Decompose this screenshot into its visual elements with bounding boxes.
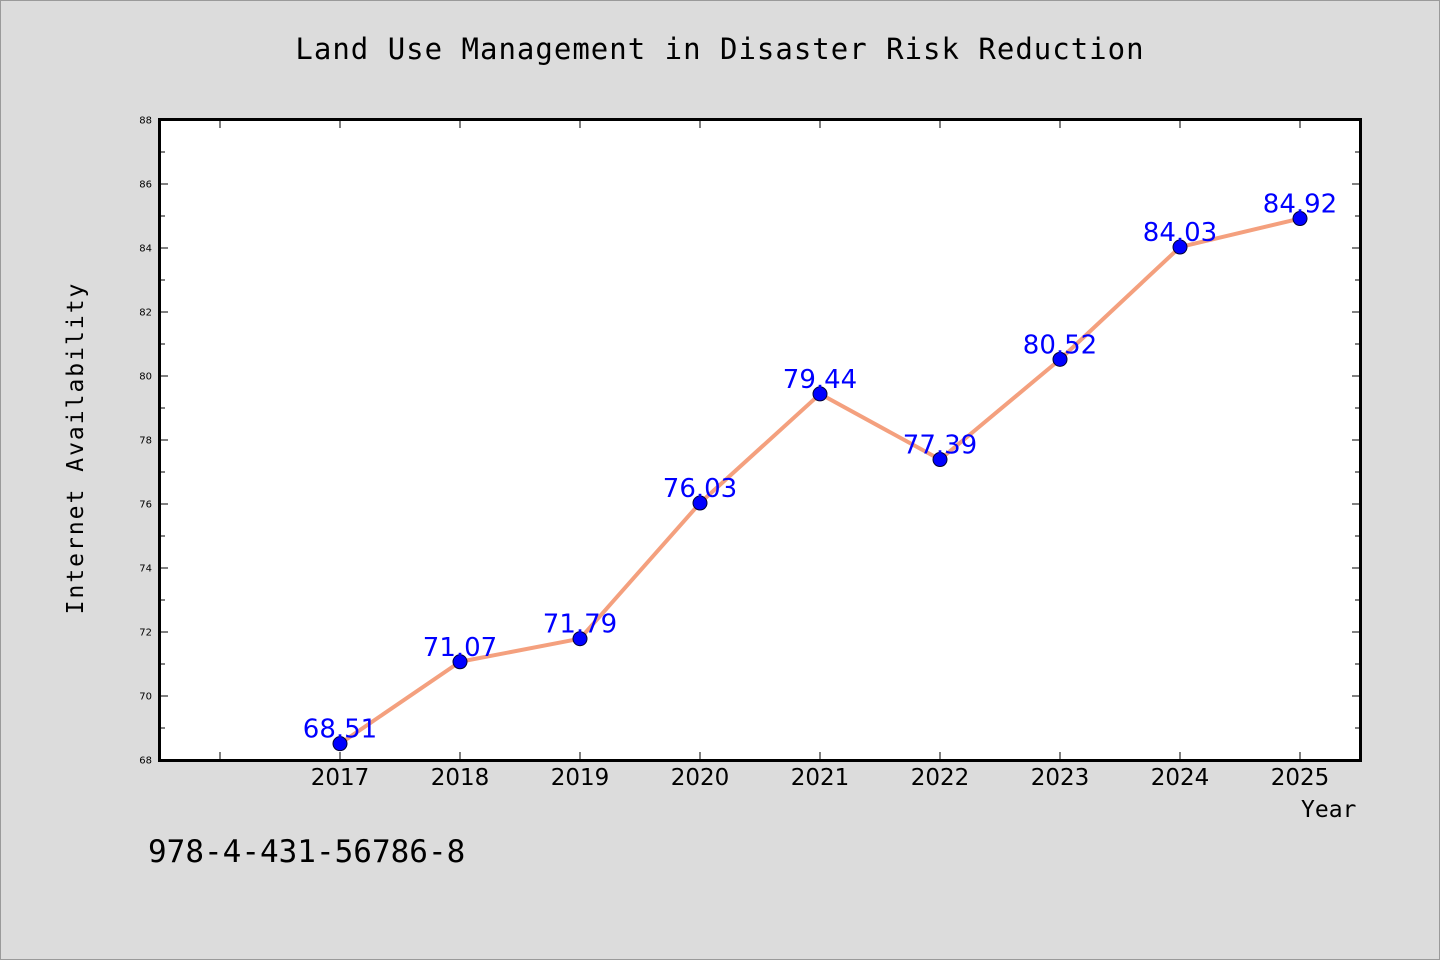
x-axis-ticks: 2017 2018 2019 2020 2021 2022 2023 2024 2025 xyxy=(219,120,1330,791)
x-tick-label: 2019 xyxy=(551,765,610,791)
x-tick-label: 2021 xyxy=(791,765,850,791)
data-label: 84.03 xyxy=(1143,218,1217,248)
data-label: 77.39 xyxy=(903,431,977,461)
x-axis-label: Year xyxy=(1301,797,1357,823)
x-tick-label: 2017 xyxy=(311,765,370,791)
data-label: 71.79 xyxy=(543,610,617,640)
data-labels: 68.51 71.07 71.79 76.03 79.44 77.39 80.52 84.03… xyxy=(303,190,1337,745)
data-point xyxy=(1292,211,1308,227)
y-tick-label: 76 xyxy=(139,500,152,511)
data-point xyxy=(572,631,588,647)
y-tick-label: 86 xyxy=(139,180,152,191)
x-tick-label: 2020 xyxy=(671,765,730,791)
y-tick-label: 78 xyxy=(139,436,152,447)
y-tick-label: 74 xyxy=(139,564,152,575)
x-tick-label: 2025 xyxy=(1271,765,1330,791)
y-tick-label: 82 xyxy=(139,308,152,319)
y-tick-label: 70 xyxy=(139,692,152,703)
y-tick-label: 84 xyxy=(139,244,152,255)
x-tick-label: 2023 xyxy=(1031,765,1090,791)
data-label: 80.52 xyxy=(1023,330,1097,360)
data-label: 68.51 xyxy=(303,715,377,745)
y-tick-label: 80 xyxy=(139,372,152,383)
y-axis-ticks: 68 70 72 74 76 78 80 82 84 86 88 xyxy=(139,116,1360,767)
data-label: 76.03 xyxy=(663,474,737,504)
x-tick-label: 2022 xyxy=(911,765,970,791)
data-point xyxy=(1172,239,1188,255)
data-point xyxy=(452,654,468,670)
data-label: 71.07 xyxy=(423,633,497,663)
data-point xyxy=(1052,351,1068,367)
x-tick-label: 2024 xyxy=(1151,765,1210,791)
plot-area xyxy=(158,118,1362,762)
isbn-text: 978-4-431-56786-8 xyxy=(148,834,466,870)
y-tick-label: 68 xyxy=(139,756,152,767)
data-label: 79.44 xyxy=(783,365,857,395)
y-tick-label: 88 xyxy=(139,116,152,127)
data-point xyxy=(332,736,348,752)
data-point xyxy=(692,495,708,511)
data-point xyxy=(932,452,948,468)
chart-title: Land Use Management in Disaster Risk Red… xyxy=(295,32,1145,66)
data-point xyxy=(812,386,828,402)
x-tick-label: 2018 xyxy=(431,765,490,791)
series-internet-availability xyxy=(332,211,1308,752)
y-tick-label: 72 xyxy=(139,628,152,639)
data-label: 84.92 xyxy=(1263,190,1337,220)
